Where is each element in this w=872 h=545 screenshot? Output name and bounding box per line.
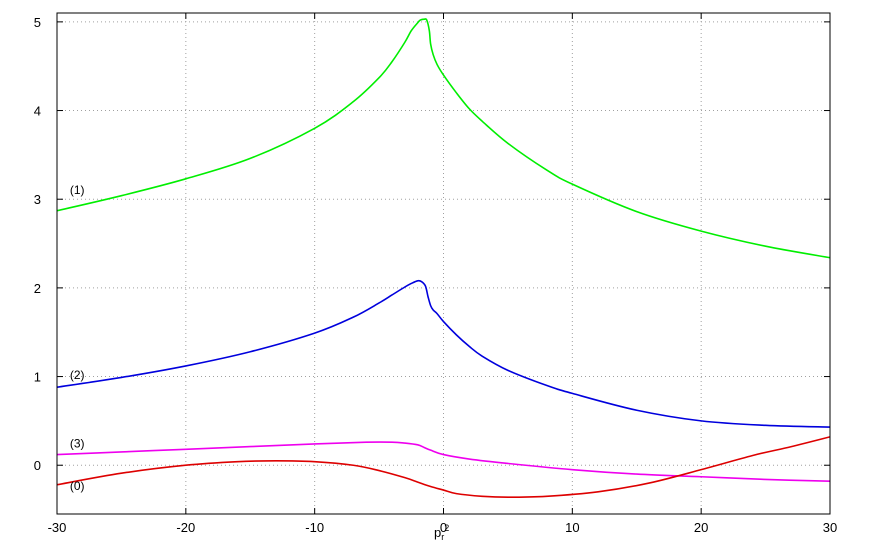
- series-curves: [57, 18, 830, 498]
- x-tick-label: -30: [48, 520, 67, 535]
- y-tick-label: 0: [34, 458, 41, 473]
- plot-frame: [56, 12, 831, 515]
- x-tick-label: -10: [305, 520, 324, 535]
- grid: [57, 13, 830, 514]
- x-tick-label: 10: [565, 520, 579, 535]
- x-tick-label: 0: [440, 520, 447, 535]
- series-label-1: (2): [70, 368, 85, 382]
- x-tick-label: 30: [823, 520, 837, 535]
- x-tick-label: -20: [176, 520, 195, 535]
- series-line-0: [57, 18, 830, 259]
- series-line-1: [57, 279, 830, 428]
- y-tick-label: 2: [34, 281, 41, 296]
- x-tick-label: 20: [694, 520, 708, 535]
- series-label-0: (1): [70, 183, 85, 197]
- y-tick-label: 4: [34, 104, 41, 119]
- y-tick-label: 3: [34, 192, 41, 207]
- series-line-3: [57, 436, 830, 498]
- axis-ticks: -30 -20 -10 0 10 20 30 0 1 2 3 4 5: [34, 13, 837, 535]
- series-line-2: [57, 441, 830, 482]
- y-tick-label: 1: [34, 370, 41, 385]
- series-labels: (1) (2) (3) (0): [70, 183, 85, 493]
- y-tick-label: 5: [34, 15, 41, 30]
- series-label-3: (0): [70, 479, 85, 493]
- series-label-2: (3): [70, 436, 85, 450]
- x-axis-label: pr2: [434, 523, 449, 542]
